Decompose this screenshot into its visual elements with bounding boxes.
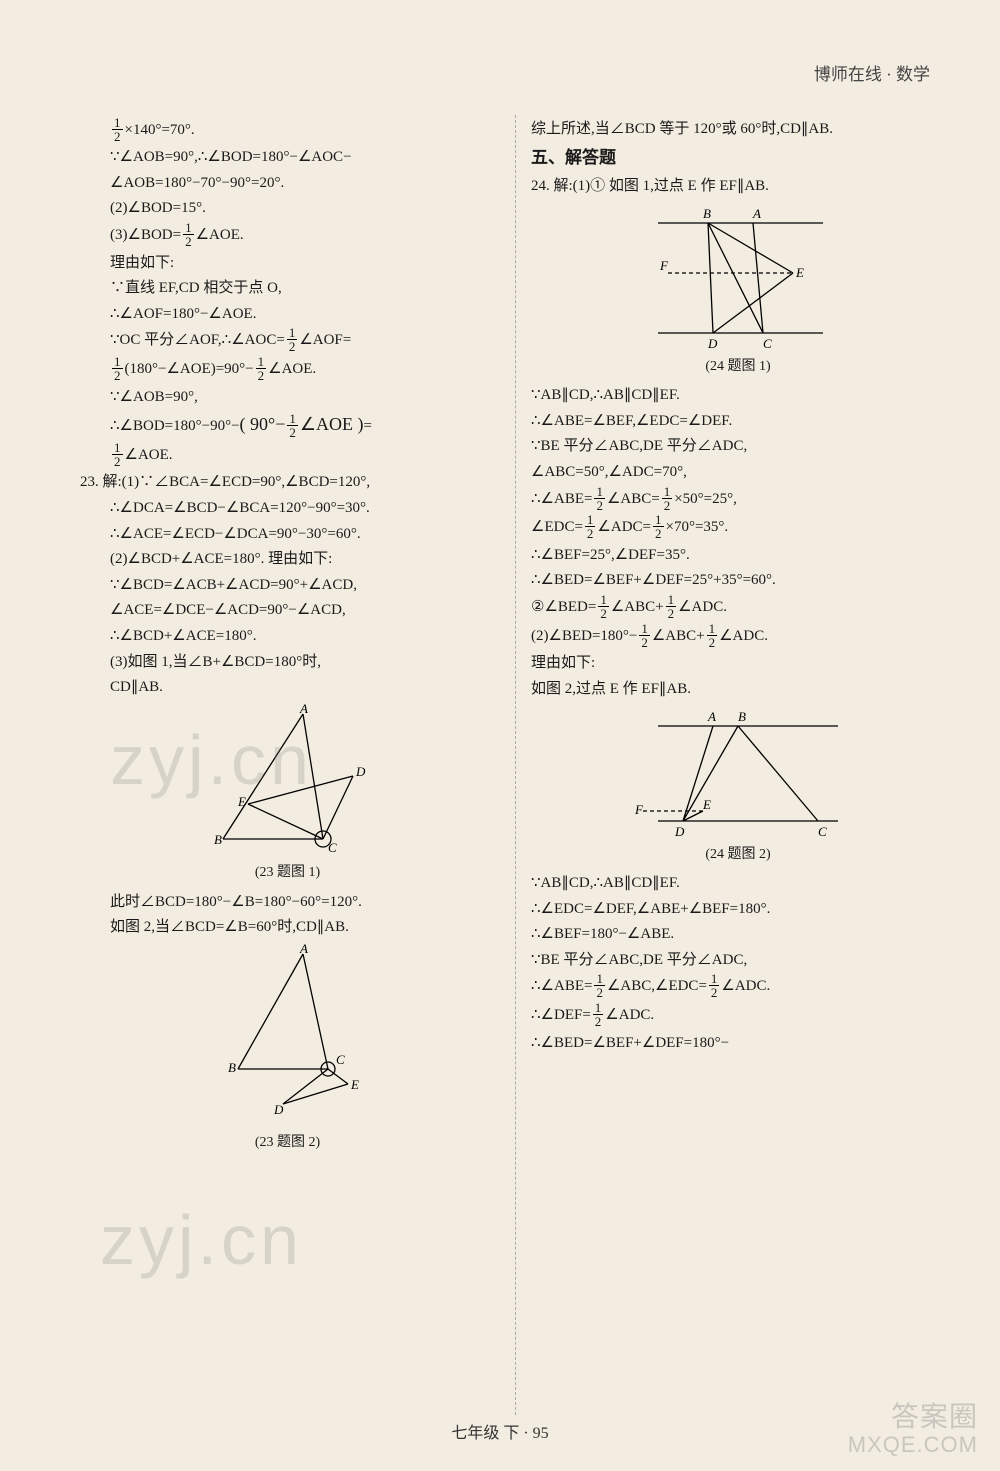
math-line: 如图 2,当∠BCD=∠B=60°时,CD∥AB.: [80, 915, 495, 939]
math-line: (2)∠BED=180°−12∠ABC+12∠ADC.: [531, 623, 945, 650]
math-line: 理由如下:: [531, 651, 945, 675]
svg-text:E: E: [795, 265, 804, 280]
math-line: ∵∠AOB=90°,∴∠BOD=180°−∠AOC−: [80, 145, 495, 169]
svg-text:D: D: [707, 336, 718, 351]
svg-text:C: C: [763, 336, 772, 351]
math-line: ∠ABC=50°,∠ADC=70°,: [531, 460, 945, 484]
svg-text:E: E: [350, 1077, 359, 1092]
figure-23-1: A D E B C (23 题图 1): [80, 704, 495, 884]
math-line: (3)∠BOD=12∠AOE.: [80, 222, 495, 249]
svg-text:B: B: [703, 206, 711, 221]
math-line: ∴∠DCA=∠BCD−∠BCA=120°−90°=30°.: [80, 496, 495, 520]
math-line: ∵AB∥CD,∴AB∥CD∥EF.: [531, 871, 945, 895]
svg-text:C: C: [336, 1052, 345, 1067]
math-line: ∴∠ABE=∠BEF,∠EDC=∠DEF.: [531, 409, 945, 433]
math-line: ∴∠BEF=25°,∠DEF=35°.: [531, 543, 945, 567]
figure-24-2: A B F E D C (24 题图 2): [531, 706, 945, 866]
figure-caption: (24 题图 1): [531, 356, 945, 378]
math-line: 综上所述,当∠BCD 等于 120°或 60°时,CD∥AB.: [531, 117, 945, 141]
svg-text:D: D: [674, 824, 685, 839]
left-column: 12×140°=70°. ∵∠AOB=90°,∴∠BOD=180°−∠AOC− …: [80, 115, 515, 1415]
math-line: ∵BE 平分∠ABC,DE 平分∠ADC,: [531, 434, 945, 458]
math-line: 12(180°−∠AOE)=90°−12∠AOE.: [80, 356, 495, 383]
math-line: 此时∠BCD=180°−∠B=180°−60°=120°.: [80, 890, 495, 914]
math-line: ∠EDC=12∠ADC=12×70°=35°.: [531, 514, 945, 541]
svg-text:A: A: [752, 206, 761, 221]
math-line: 12×140°=70°.: [80, 117, 495, 144]
math-line: (3)如图 1,当∠B+∠BCD=180°时,: [80, 650, 495, 674]
svg-text:A: A: [707, 709, 716, 724]
math-line: 如图 2,过点 E 作 EF∥AB.: [531, 677, 945, 701]
svg-text:D: D: [355, 764, 366, 779]
figure-caption: (23 题图 1): [80, 862, 495, 884]
svg-text:B: B: [228, 1060, 236, 1075]
math-line: ∵OC 平分∠AOF,∴∠AOC=12∠AOF=: [80, 327, 495, 354]
svg-text:F: F: [659, 258, 669, 273]
math-line: ∴∠ABE=12∠ABC=12×50°=25°,: [531, 486, 945, 513]
math-line: (2)∠BOD=15°.: [80, 196, 495, 220]
question-24: 24. 解:(1)① 如图 1,过点 E 作 EF∥AB.: [531, 174, 945, 198]
svg-text:E: E: [237, 794, 246, 809]
math-line: ∵∠AOB=90°,: [80, 385, 495, 409]
page-header: 博师在线 · 数学: [814, 60, 930, 85]
math-line: ∵直线 EF,CD 相交于点 O,: [80, 276, 495, 300]
math-line: ∴∠ABE=12∠ABC,∠EDC=12∠ADC.: [531, 973, 945, 1000]
math-line: ∴∠DEF=12∠ADC.: [531, 1002, 945, 1029]
figure-24-1: B A F E D C (24 题图 1): [531, 203, 945, 378]
math-line: ∴∠BEF=180°−∠ABE.: [531, 922, 945, 946]
figure-caption: (23 题图 2): [80, 1132, 495, 1154]
math-line: 理由如下:: [80, 251, 495, 275]
math-line: ∵∠BCD=∠ACB+∠ACD=90°+∠ACD,: [80, 573, 495, 597]
math-line: ∴∠BED=∠BEF+∠DEF=25°+35°=60°.: [531, 568, 945, 592]
math-line: ∠AOB=180°−70°−90°=20°.: [80, 171, 495, 195]
question-23: 23. 解:(1)∵∠BCA=∠ECD=90°,∠BCD=120°,: [80, 470, 495, 494]
math-line: 12∠AOE.: [80, 442, 495, 469]
math-line: ∵AB∥CD,∴AB∥CD∥EF.: [531, 383, 945, 407]
svg-text:E: E: [702, 797, 711, 812]
svg-text:A: A: [299, 704, 308, 716]
math-line: ②∠BED=12∠ABC+12∠ADC.: [531, 594, 945, 621]
corner-watermark: 答案圈 MXQE.COM: [848, 1402, 978, 1457]
svg-text:A: A: [299, 944, 308, 956]
svg-text:C: C: [328, 840, 337, 855]
math-line: ∠ACE=∠DCE−∠ACD=90°−∠ACD,: [80, 598, 495, 622]
svg-text:B: B: [214, 832, 222, 847]
page: 博师在线 · 数学 12×140°=70°. ∵∠AOB=90°,∴∠BOD=1…: [0, 0, 1000, 1471]
svg-text:B: B: [738, 709, 746, 724]
svg-text:C: C: [818, 824, 827, 839]
math-line: ∴∠BOD=180°−90°−( 90°−12∠AOE )=: [80, 410, 495, 440]
figure-caption: (24 题图 2): [531, 844, 945, 866]
section-5-heading: 五、解答题: [531, 144, 945, 171]
math-line: ∴∠BCD+∠ACE=180°.: [80, 624, 495, 648]
svg-text:F: F: [634, 802, 644, 817]
math-line: ∴∠AOF=180°−∠AOE.: [80, 302, 495, 326]
math-line: ∴∠EDC=∠DEF,∠ABE+∠BEF=180°.: [531, 897, 945, 921]
math-line: CD∥AB.: [80, 675, 495, 699]
content-columns: 12×140°=70°. ∵∠AOB=90°,∴∠BOD=180°−∠AOC− …: [80, 115, 950, 1415]
svg-text:D: D: [273, 1102, 284, 1117]
math-line: ∴∠ACE=∠ECD−∠DCA=90°−30°=60°.: [80, 522, 495, 546]
math-line: ∴∠BED=∠BEF+∠DEF=180°−: [531, 1031, 945, 1055]
right-column: 综上所述,当∠BCD 等于 120°或 60°时,CD∥AB. 五、解答题 24…: [515, 115, 950, 1415]
figure-23-2: A B C D E (23 题图 2): [80, 944, 495, 1154]
math-line: (2)∠BCD+∠ACE=180°. 理由如下:: [80, 547, 495, 571]
math-line: ∵BE 平分∠ABC,DE 平分∠ADC,: [531, 948, 945, 972]
